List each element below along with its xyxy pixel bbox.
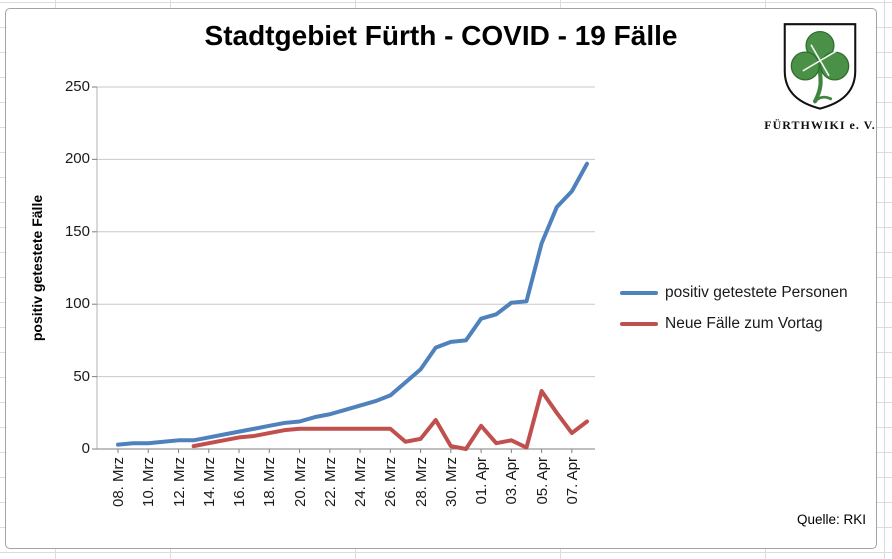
y-axis-title: positiv getestete Fälle: [29, 194, 45, 342]
x-tick-label: 10. Mrz: [140, 457, 158, 508]
x-tick-label: 18. Mrz: [261, 457, 279, 508]
x-tick-label: 16. Mrz: [231, 457, 249, 508]
x-tick-label: 20. Mrz: [291, 457, 309, 508]
x-tick-label: 03. Apr: [503, 457, 521, 505]
fuerthwiki-logo: FÜRTHWIKI e. V.: [756, 20, 884, 133]
source-note: Quelle: RKI: [796, 512, 866, 527]
sheet-gridline-h: [0, 552, 892, 553]
legend-item: positiv getestete Personen: [620, 277, 848, 308]
x-tick-label: 22. Mrz: [321, 457, 339, 508]
clover-icon: [790, 30, 850, 104]
y-tick-label: 150: [64, 222, 90, 240]
x-tick-label: 28. Mrz: [412, 457, 430, 508]
y-tick-label: 250: [64, 78, 90, 95]
x-tick-label: 07. Apr: [563, 457, 581, 505]
x-tick-label: 05. Apr: [533, 457, 551, 505]
x-tick-label: 26. Mrz: [382, 457, 400, 508]
sheet-gridline-h: [0, 2, 892, 3]
legend-line-swatch: [620, 290, 658, 295]
x-tick-label: 01. Apr: [473, 457, 491, 505]
y-tick-label: 200: [64, 150, 90, 168]
legend-line-swatch: [620, 321, 658, 326]
x-tick-label: 24. Mrz: [352, 457, 370, 508]
legend-label: Neue Fälle zum Vortag: [665, 314, 823, 332]
legend-label: positiv getestete Personen: [665, 283, 848, 301]
y-tick-label: 0: [81, 440, 90, 457]
x-tick-label: 30. Mrz: [442, 457, 460, 508]
sheet-gridline-v: [884, 0, 885, 559]
fuerth-shield-icon: [783, 23, 857, 110]
y-tick-label: 100: [64, 295, 90, 313]
x-tick-label: 14. Mrz: [200, 457, 218, 508]
x-tick-label: 12. Mrz: [170, 457, 188, 508]
x-tick-label: 08. Mrz: [110, 457, 127, 508]
logo-caption: FÜRTHWIKI e. V.: [764, 118, 876, 132]
legend: positiv getestete Personen Neue Fälle zum…: [620, 277, 848, 339]
chart-title: Stadtgebiet Fürth - COVID - 19 Fälle: [204, 20, 678, 51]
y-tick-label: 50: [73, 367, 90, 385]
legend-item: Neue Fälle zum Vortag: [620, 308, 848, 339]
